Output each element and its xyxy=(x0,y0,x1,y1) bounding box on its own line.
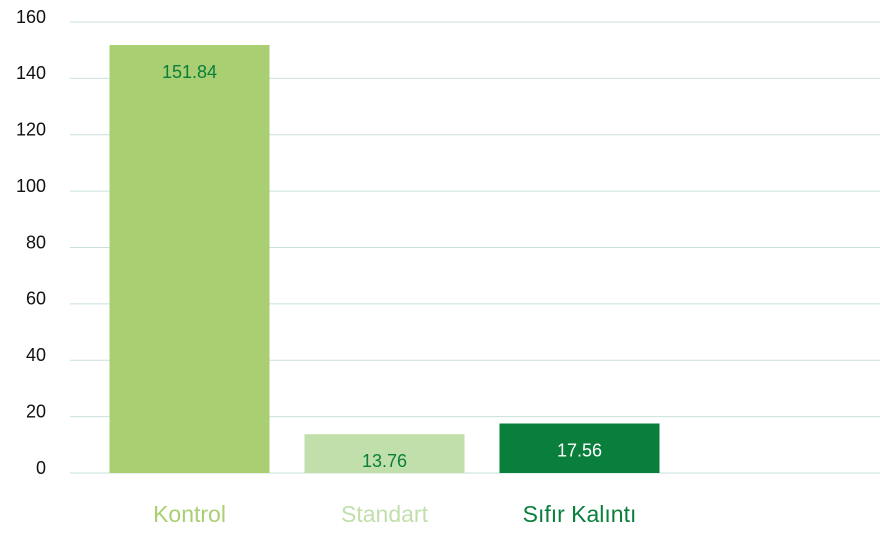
y-tick-label: 100 xyxy=(16,176,46,196)
y-tick-label: 140 xyxy=(16,63,46,83)
x-tick-label: Standart xyxy=(341,501,429,527)
y-tick-label: 160 xyxy=(16,7,46,27)
bar xyxy=(109,45,270,473)
bar xyxy=(304,434,465,473)
value-label: 17.56 xyxy=(557,440,602,460)
x-tick-label: Sıfır Kalıntı xyxy=(523,501,637,527)
value-label: 13.76 xyxy=(362,451,407,471)
y-tick-label: 0 xyxy=(36,458,46,478)
y-tick-label: 80 xyxy=(26,232,46,252)
y-tick-label: 20 xyxy=(26,401,46,421)
x-tick-label: Kontrol xyxy=(153,501,226,527)
y-tick-label: 120 xyxy=(16,120,46,140)
value-label: 151.84 xyxy=(162,62,217,82)
y-tick-label: 60 xyxy=(26,289,46,309)
y-tick-label: 40 xyxy=(26,345,46,365)
bar xyxy=(499,423,660,473)
